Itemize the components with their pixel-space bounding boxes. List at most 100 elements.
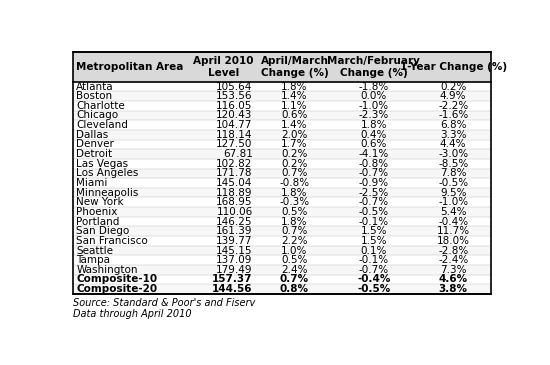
Text: -2.3%: -2.3% (359, 111, 389, 120)
FancyBboxPatch shape (73, 246, 491, 255)
FancyBboxPatch shape (73, 52, 491, 82)
Text: -0.7%: -0.7% (359, 197, 389, 207)
Text: Portland: Portland (76, 216, 120, 227)
Text: 171.78: 171.78 (216, 168, 252, 178)
Text: 1.8%: 1.8% (281, 81, 307, 92)
Text: 1-Year Change (%): 1-Year Change (%) (400, 62, 507, 72)
Text: 104.77: 104.77 (216, 120, 252, 130)
Text: Metropolitan Area: Metropolitan Area (76, 62, 184, 72)
Text: 0.7%: 0.7% (280, 274, 309, 284)
Text: 1.5%: 1.5% (360, 226, 387, 236)
Text: 0.6%: 0.6% (361, 139, 387, 149)
Text: 0.0%: 0.0% (361, 91, 387, 101)
Text: -8.5%: -8.5% (438, 159, 468, 169)
FancyBboxPatch shape (73, 255, 491, 265)
Text: 0.2%: 0.2% (281, 159, 307, 169)
Text: Detroit: Detroit (76, 149, 113, 159)
Text: 1.4%: 1.4% (281, 91, 307, 101)
Text: 6.8%: 6.8% (440, 120, 466, 130)
FancyBboxPatch shape (73, 159, 491, 169)
Text: -0.8%: -0.8% (359, 159, 389, 169)
FancyBboxPatch shape (73, 274, 491, 284)
Text: 153.56: 153.56 (216, 91, 252, 101)
Text: 0.6%: 0.6% (281, 111, 307, 120)
Text: -2.5%: -2.5% (359, 188, 389, 198)
Text: New York: New York (76, 197, 124, 207)
Text: -0.5%: -0.5% (438, 178, 468, 188)
FancyBboxPatch shape (73, 217, 491, 226)
Text: Los Angeles: Los Angeles (76, 168, 139, 178)
Text: Tampa: Tampa (76, 255, 111, 265)
Text: -0.3%: -0.3% (279, 197, 310, 207)
Text: 105.64: 105.64 (216, 81, 252, 92)
FancyBboxPatch shape (73, 265, 491, 274)
Text: 3.3%: 3.3% (440, 130, 466, 140)
Text: Boston: Boston (76, 91, 113, 101)
FancyBboxPatch shape (73, 207, 491, 217)
Text: 0.8%: 0.8% (280, 284, 309, 294)
Text: March/February
Change (%): March/February Change (%) (327, 56, 420, 78)
Text: -0.8%: -0.8% (279, 178, 310, 188)
FancyBboxPatch shape (73, 111, 491, 120)
Text: 1.5%: 1.5% (360, 236, 387, 246)
Text: -1.0%: -1.0% (438, 197, 468, 207)
Text: -4.1%: -4.1% (359, 149, 389, 159)
Text: 146.25: 146.25 (216, 216, 252, 227)
Text: -0.9%: -0.9% (359, 178, 389, 188)
FancyBboxPatch shape (73, 178, 491, 188)
Text: April 2010
Level: April 2010 Level (193, 56, 254, 78)
Text: Dallas: Dallas (76, 130, 108, 140)
FancyBboxPatch shape (73, 149, 491, 159)
FancyBboxPatch shape (73, 169, 491, 178)
Text: 0.2%: 0.2% (281, 149, 307, 159)
Text: 116.05: 116.05 (216, 101, 252, 111)
Text: -2.8%: -2.8% (438, 246, 468, 255)
Text: 2.0%: 2.0% (281, 130, 307, 140)
FancyBboxPatch shape (73, 236, 491, 246)
Text: 3.8%: 3.8% (439, 284, 468, 294)
FancyBboxPatch shape (73, 284, 491, 294)
Text: -2.2%: -2.2% (438, 101, 468, 111)
Text: 110.06: 110.06 (216, 207, 252, 217)
FancyBboxPatch shape (73, 91, 491, 101)
Text: 7.8%: 7.8% (440, 168, 466, 178)
Text: Composite-10: Composite-10 (76, 274, 157, 284)
Text: 5.4%: 5.4% (440, 207, 466, 217)
Text: -0.1%: -0.1% (359, 216, 389, 227)
Text: 18.0%: 18.0% (437, 236, 470, 246)
Text: 118.89: 118.89 (216, 188, 252, 198)
Text: -0.1%: -0.1% (359, 255, 389, 265)
Text: 1.7%: 1.7% (281, 139, 307, 149)
Text: 168.95: 168.95 (216, 197, 252, 207)
Text: Source: Standard & Poor's and Fiserv: Source: Standard & Poor's and Fiserv (73, 298, 255, 308)
FancyBboxPatch shape (73, 226, 491, 236)
Text: -1.8%: -1.8% (359, 81, 389, 92)
Text: Las Vegas: Las Vegas (76, 159, 129, 169)
Text: 1.8%: 1.8% (360, 120, 387, 130)
Text: 102.82: 102.82 (216, 159, 252, 169)
Text: Denver: Denver (76, 139, 114, 149)
Text: Chicago: Chicago (76, 111, 118, 120)
Text: 1.8%: 1.8% (281, 188, 307, 198)
Text: 145.04: 145.04 (216, 178, 252, 188)
Text: -0.5%: -0.5% (357, 284, 390, 294)
Text: -0.7%: -0.7% (359, 168, 389, 178)
Text: -3.0%: -3.0% (438, 149, 468, 159)
Text: 11.7%: 11.7% (437, 226, 470, 236)
Text: 2.2%: 2.2% (281, 236, 307, 246)
Text: 1.8%: 1.8% (281, 216, 307, 227)
Text: -0.4%: -0.4% (438, 216, 468, 227)
Text: -2.4%: -2.4% (438, 255, 468, 265)
Text: Seattle: Seattle (76, 246, 113, 255)
Text: Composite-20: Composite-20 (76, 284, 157, 294)
Text: Cleveland: Cleveland (76, 120, 128, 130)
Text: 127.50: 127.50 (216, 139, 252, 149)
Text: -1.6%: -1.6% (438, 111, 468, 120)
Text: 7.3%: 7.3% (440, 265, 466, 275)
FancyBboxPatch shape (73, 120, 491, 130)
Text: 1.1%: 1.1% (281, 101, 307, 111)
Text: 0.5%: 0.5% (281, 255, 307, 265)
Text: 1.4%: 1.4% (281, 120, 307, 130)
Text: San Diego: San Diego (76, 226, 130, 236)
Text: -0.4%: -0.4% (357, 274, 390, 284)
